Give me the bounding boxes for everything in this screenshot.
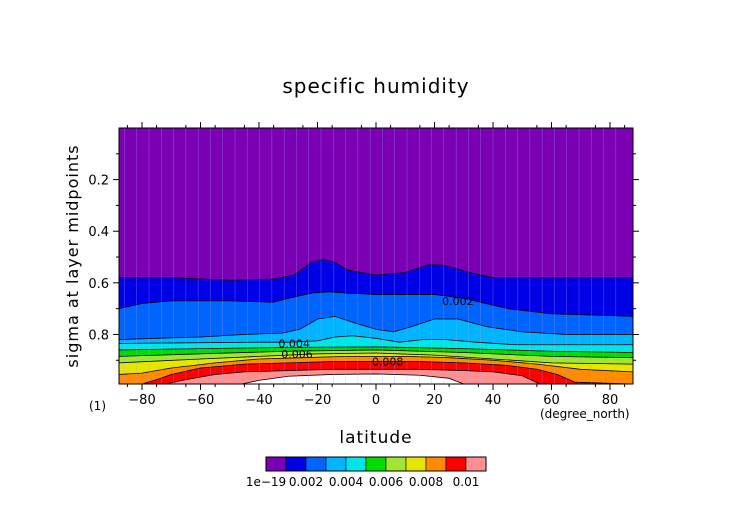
colorbar-swatch bbox=[465, 456, 487, 472]
y-tick-label: 0.4 bbox=[88, 225, 109, 240]
colorbar-swatch bbox=[325, 456, 347, 472]
contour-label-0: 0.002 bbox=[442, 295, 474, 308]
colorbar-tick-label: 1e−19 bbox=[246, 475, 286, 489]
y-axis: 0.2 0.4 0.6 0.8 bbox=[88, 153, 639, 361]
contour-line-7 bbox=[119, 355, 633, 375]
x-tick-label: 60 bbox=[543, 393, 560, 408]
y-tick-label: 0.6 bbox=[88, 277, 109, 292]
x-unit-label: (degree_north) bbox=[540, 407, 630, 421]
colorbar-frame bbox=[265, 456, 487, 472]
colorbar-swatch bbox=[385, 456, 407, 472]
contour-label-1: 0.004 bbox=[278, 337, 310, 350]
contour-line-6 bbox=[119, 352, 633, 365]
y-tick-label: 0.8 bbox=[88, 328, 109, 343]
colorbar-swatch bbox=[285, 456, 307, 472]
colorbar-swatch bbox=[405, 456, 427, 472]
x-axis: −80 −60 −40 −20 0 20 40 60 80 bbox=[126, 122, 626, 408]
chart-title: specific humidity bbox=[282, 74, 469, 98]
colorbar-swatch bbox=[265, 456, 287, 472]
y-unit-label: (1) bbox=[89, 399, 106, 413]
x-tick-label: 0 bbox=[372, 393, 380, 408]
colorbar-swatch bbox=[345, 456, 367, 472]
y-axis-label: sigma at layer midpoints bbox=[63, 144, 82, 367]
x-tick-label: 40 bbox=[485, 393, 502, 408]
plot-area bbox=[119, 128, 633, 384]
contour-line-8 bbox=[119, 361, 633, 384]
contour-band-10 bbox=[119, 373, 633, 384]
colorbar-tick-label: 0.006 bbox=[369, 475, 403, 489]
colorbar: 1e−19 0.002 0.004 0.006 0.008 0.01 bbox=[246, 456, 487, 489]
colorbar-tick-label: 0.01 bbox=[453, 475, 480, 489]
x-tick-label: 80 bbox=[602, 393, 619, 408]
colorbar-tick-label: 0.008 bbox=[409, 475, 443, 489]
x-tick-label: −80 bbox=[128, 393, 155, 408]
x-tick-label: 20 bbox=[426, 393, 443, 408]
x-tick-label: −20 bbox=[304, 393, 331, 408]
contour-line-4 bbox=[119, 346, 633, 353]
gridlines bbox=[124, 128, 617, 384]
colorbar-swatch bbox=[365, 456, 387, 472]
colorbar-swatch bbox=[445, 456, 467, 472]
y-tick-label: 0.2 bbox=[88, 174, 109, 189]
contour-line-10 bbox=[119, 373, 633, 384]
contour-line-3 bbox=[119, 335, 633, 346]
contour-line-5 bbox=[119, 349, 633, 359]
contour-label-2: 0.006 bbox=[281, 348, 313, 361]
x-axis-label: latitude bbox=[339, 428, 412, 448]
colorbar-tick-label: 0.004 bbox=[329, 475, 363, 489]
colorbar-swatch bbox=[305, 456, 327, 472]
colorbar-swatch bbox=[425, 456, 447, 472]
x-tick-label: −60 bbox=[187, 393, 214, 408]
contour-label-3: 0.008 bbox=[372, 356, 404, 369]
colorbar-tick-label: 0.002 bbox=[289, 475, 323, 489]
x-tick-label: −40 bbox=[245, 393, 272, 408]
